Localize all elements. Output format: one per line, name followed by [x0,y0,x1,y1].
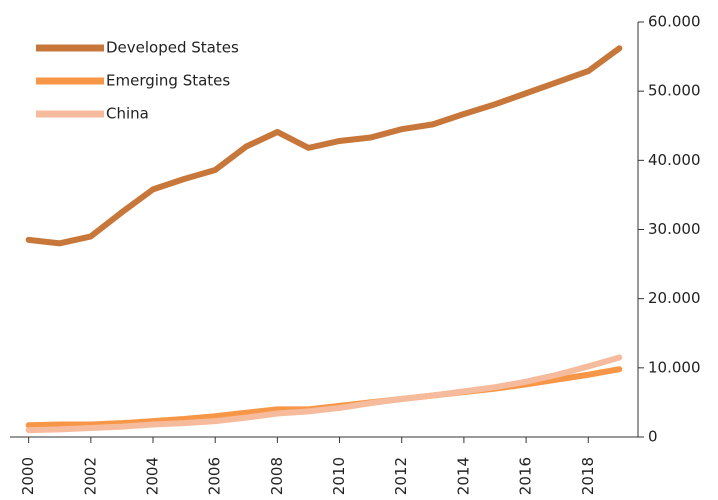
y-tick-label: 20.000 [648,289,701,307]
series-line [25,45,623,247]
x-tick-label: 2004 [144,457,162,495]
x-tick-label: 2016 [517,457,535,495]
series-line [25,354,623,434]
y-tick-label: 30.000 [648,220,701,238]
x-tick-label: 2002 [81,457,99,495]
x-tick-label: 2012 [392,457,410,495]
legend-label: China [106,105,149,123]
x-tick-label: 2006 [206,457,224,495]
legend-label: Developed States [106,39,239,57]
legend-label: Emerging States [106,72,230,90]
x-tick-label: 2000 [19,457,37,495]
y-tick-label: 10.000 [648,358,701,376]
y-tick-label: 0 [648,428,658,446]
y-tick-label: 40.000 [648,151,701,169]
x-tick-label: 2008 [268,457,286,495]
y-tick-label: 60.000 [648,13,701,31]
y-tick-label: 50.000 [648,82,701,100]
x-tick-label: 2010 [330,457,348,495]
x-tick-label: 2018 [579,457,597,495]
x-tick-label: 2014 [454,457,472,495]
